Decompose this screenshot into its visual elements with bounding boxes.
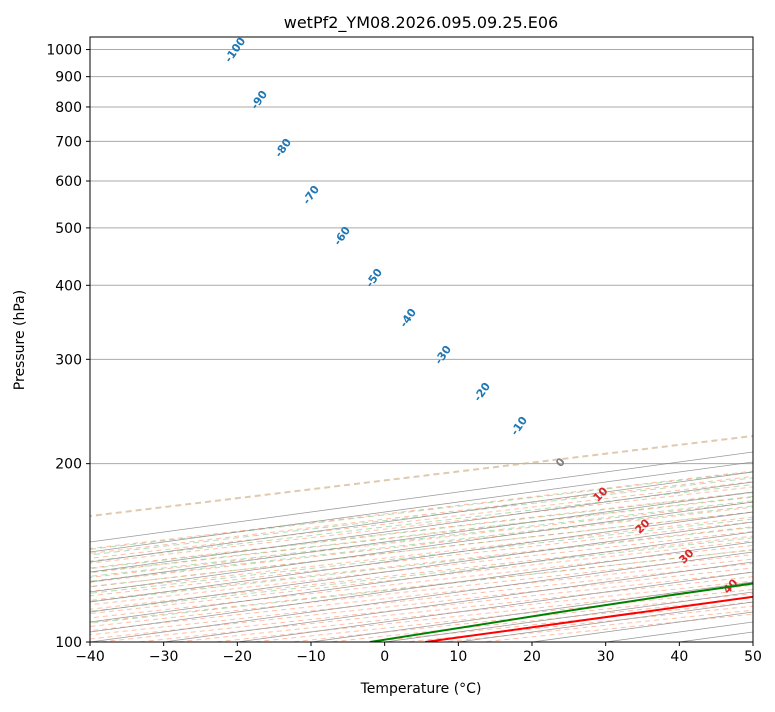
x-tick-label: 10 bbox=[449, 649, 467, 665]
y-tick-label: 500 bbox=[55, 221, 82, 237]
y-tick-label: 100 bbox=[55, 635, 82, 651]
x-tick-label: −40 bbox=[75, 649, 105, 665]
x-tick-label: 20 bbox=[523, 649, 541, 665]
y-tick-label: 400 bbox=[55, 278, 82, 294]
y-tick-label: 900 bbox=[55, 70, 82, 86]
x-tick-label: 40 bbox=[670, 649, 688, 665]
x-tick-label: −20 bbox=[223, 649, 253, 665]
x-tick-label: 0 bbox=[380, 649, 389, 665]
y-tick-label: 300 bbox=[55, 352, 82, 368]
x-tick-label: −30 bbox=[149, 649, 179, 665]
y-tick-label: 200 bbox=[55, 457, 82, 473]
y-tick-label: 800 bbox=[55, 100, 82, 116]
y-tick-label: 700 bbox=[55, 134, 82, 150]
y-tick-label: 600 bbox=[55, 174, 82, 190]
chart-title: wetPf2_YM08.2026.095.09.25.E06 bbox=[284, 13, 558, 33]
x-axis-label: Temperature (°C) bbox=[360, 681, 482, 697]
x-tick-label: −10 bbox=[296, 649, 326, 665]
y-tick-label: 1000 bbox=[46, 43, 82, 59]
y-axis-label: Pressure (hPa) bbox=[12, 290, 28, 390]
x-tick-label: 50 bbox=[744, 649, 762, 665]
x-tick-label: 30 bbox=[597, 649, 615, 665]
